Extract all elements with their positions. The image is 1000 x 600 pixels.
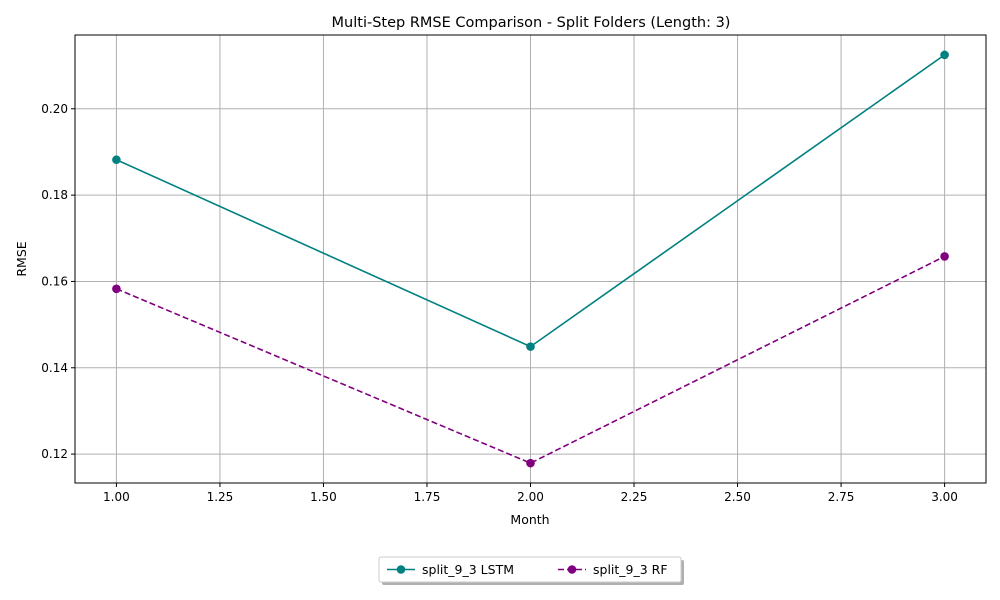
x-tick-label: 1.75	[414, 490, 441, 504]
y-tick-label: 0.12	[41, 447, 68, 461]
x-tick-label: 2.00	[517, 490, 544, 504]
data-point	[940, 50, 949, 60]
y-tick-label: 0.20	[41, 102, 68, 116]
grid	[75, 35, 986, 483]
x-tick-label: 1.50	[310, 490, 337, 504]
legend-box	[378, 556, 682, 583]
data-point	[940, 252, 949, 261]
series-layer	[112, 50, 949, 468]
legend-entry: split_9_3 RF	[558, 562, 668, 577]
data-point	[112, 155, 121, 165]
x-tick-label: 2.75	[828, 490, 855, 504]
x-tick-label: 1.25	[207, 490, 234, 504]
data-point	[112, 284, 121, 294]
series-1	[112, 50, 949, 351]
legend-entry: split_9_3 LSTM	[387, 562, 514, 577]
y-tick-label: 0.18	[41, 188, 68, 202]
legend-marker	[567, 565, 577, 574]
x-axis: 1.00 1.25 1.50 1.75 2.00 2.25 2.50 2.75 3.00	[103, 483, 958, 504]
x-tick-label: 1.00	[103, 490, 130, 504]
y-tick-label: 0.16	[41, 274, 68, 288]
y-tick-label: 0.14	[41, 361, 68, 375]
legend-label: split_9_3 LSTM	[422, 562, 514, 577]
legend-marker	[396, 565, 406, 574]
legend-entries: split_9_3 LSTM split_9_3 RF	[387, 562, 668, 577]
series-2	[112, 252, 949, 468]
y-axis-label: RMSE	[14, 241, 29, 276]
chart-title: Multi-Step RMSE Comparison - Split Folde…	[332, 15, 731, 31]
y-axis: 0.12 0.14 0.16 0.18 0.20	[41, 102, 75, 461]
x-tick-label: 2.25	[621, 490, 648, 504]
legend: split_9_3 LSTM split_9_3 RF	[378, 556, 684, 585]
x-axis-label: Month	[510, 512, 549, 527]
x-tick-label: 3.00	[931, 490, 958, 504]
data-point	[526, 458, 535, 468]
x-tick-label: 2.50	[724, 490, 751, 504]
data-point	[526, 342, 535, 351]
series-line	[116, 255, 945, 465]
legend-label: split_9_3 RF	[593, 562, 668, 577]
